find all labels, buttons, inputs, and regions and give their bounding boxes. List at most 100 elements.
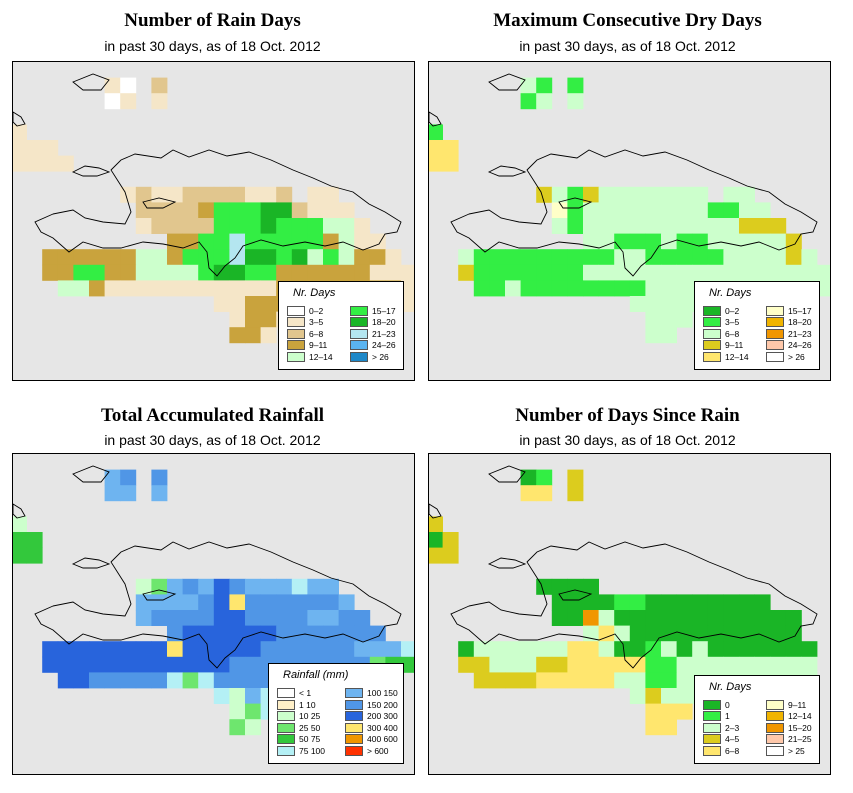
grid-cell xyxy=(645,296,662,312)
grid-cell xyxy=(385,264,402,281)
grid-cell xyxy=(167,218,183,234)
grid-cell xyxy=(676,688,693,704)
grid-cell xyxy=(442,140,459,156)
grid-cell xyxy=(167,264,183,281)
grid-cell xyxy=(167,672,183,689)
grid-cell xyxy=(567,264,584,281)
grid-cell xyxy=(338,594,355,611)
grid-cell xyxy=(151,656,168,673)
grid-cell xyxy=(213,218,230,234)
grid-cell xyxy=(245,280,261,297)
grid-cell xyxy=(213,610,230,626)
legend: Nr. Days 0 1 2–3 4–5 6–8 9–11 12–14 15–20 21–25 > … xyxy=(694,674,820,764)
grid-cell xyxy=(307,218,324,234)
legend-swatch xyxy=(766,317,784,327)
grid-cell xyxy=(598,610,615,626)
grid-cell xyxy=(629,264,646,281)
grid-cell xyxy=(692,218,709,234)
grid-cell xyxy=(401,264,414,281)
grid-cell xyxy=(629,218,646,234)
grid-cell xyxy=(213,672,230,689)
grid-cell xyxy=(661,594,677,611)
grid-cell xyxy=(73,249,90,266)
grid-cell xyxy=(583,610,599,626)
grid-cell xyxy=(614,625,631,642)
grid-cell xyxy=(442,547,459,564)
grid-cell xyxy=(307,625,324,642)
grid-cell xyxy=(692,610,709,626)
grid-cell xyxy=(245,594,261,611)
grid-cell xyxy=(13,124,27,141)
grid-cell xyxy=(57,656,74,673)
grid-cell xyxy=(73,280,90,297)
legend-label: 6–8 xyxy=(309,328,324,339)
grid-cell xyxy=(260,311,277,328)
grid-cell xyxy=(245,186,261,203)
grid-cell xyxy=(645,719,662,736)
grid-cell xyxy=(645,672,662,689)
grid-cell xyxy=(723,641,740,658)
grid-cell xyxy=(551,656,568,673)
legend-label: 3–5 xyxy=(725,317,740,327)
grid-cell xyxy=(614,249,631,266)
grid-cell xyxy=(151,218,168,234)
legend-label: 9–11 xyxy=(725,340,744,350)
grid-cell xyxy=(182,625,199,642)
panel-title-rain-days: Number of Rain Days xyxy=(124,10,301,31)
grid-cell xyxy=(429,155,443,172)
grid-cell xyxy=(120,469,137,486)
grid-cell xyxy=(323,625,339,642)
legend-label: 24–26 xyxy=(372,340,396,350)
grid-cell xyxy=(229,688,246,704)
panel-title-total-rainfall: Total Accumulated Rainfall xyxy=(100,405,325,426)
grid-cell xyxy=(692,233,709,250)
grid-cell xyxy=(291,233,308,250)
grid-cell xyxy=(89,672,105,689)
grid-cell xyxy=(629,186,646,203)
grid-cell xyxy=(645,610,662,626)
grid-cell xyxy=(567,186,584,203)
grid-cell xyxy=(505,672,521,689)
grid-cell xyxy=(645,264,662,281)
grid-cell xyxy=(551,202,568,219)
grid-cell xyxy=(182,594,199,611)
coastline-island xyxy=(72,73,110,91)
grid-cell xyxy=(245,327,261,344)
grid-cell xyxy=(245,311,261,328)
grid-cell xyxy=(770,625,787,642)
grid-cell xyxy=(151,594,168,611)
grid-cell xyxy=(785,249,802,266)
grid-cell xyxy=(182,280,199,297)
grid-cell xyxy=(473,264,490,281)
legend-swatch xyxy=(345,688,363,698)
grid-cell xyxy=(770,218,787,234)
grid-cell xyxy=(520,656,537,673)
grid-cell xyxy=(260,594,277,611)
grid-cell xyxy=(57,280,74,297)
grid-cell xyxy=(245,703,261,720)
grid-cell xyxy=(213,296,230,312)
grid-cell xyxy=(260,249,277,266)
grid-cell xyxy=(723,218,740,234)
grid-cell xyxy=(229,296,246,312)
legend-label: 300 400 xyxy=(367,722,398,733)
grid-cell xyxy=(260,625,277,642)
grid-cell xyxy=(167,249,183,266)
grid-cell xyxy=(661,249,677,266)
grid-cell xyxy=(551,641,568,658)
grid-cell xyxy=(135,672,152,689)
grid-cell xyxy=(135,264,152,281)
grid-cell xyxy=(739,186,755,203)
legend-swatch xyxy=(287,305,305,316)
grid-cell xyxy=(645,249,662,266)
grid-cell xyxy=(583,218,599,234)
grid-cell xyxy=(182,249,199,266)
grid-cell xyxy=(739,641,755,658)
grid-cell xyxy=(104,656,121,673)
grid-cell xyxy=(369,264,386,281)
grid-cell xyxy=(661,703,677,720)
grid-cell xyxy=(692,625,709,642)
grid-cell xyxy=(198,594,215,611)
grid-cell xyxy=(26,532,43,548)
grid-cell xyxy=(520,469,537,486)
